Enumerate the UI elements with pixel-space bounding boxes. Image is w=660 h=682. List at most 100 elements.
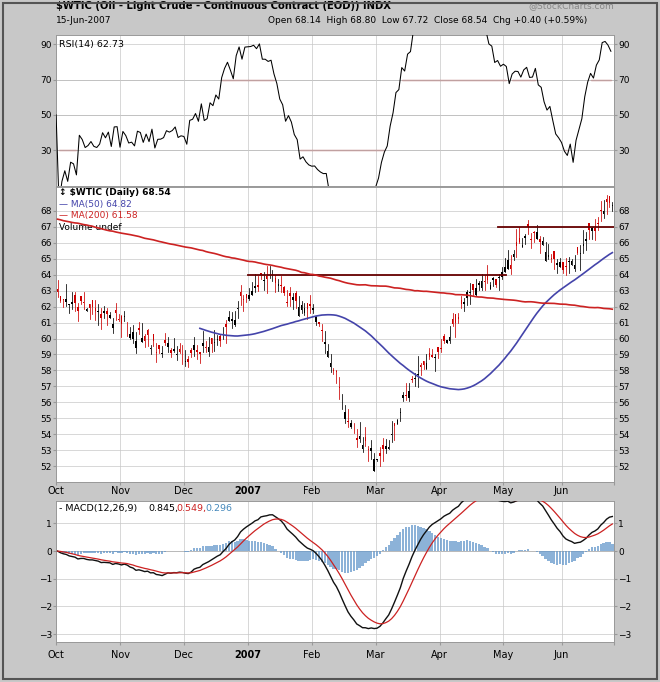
Bar — [599, 544, 602, 551]
Bar — [57, 289, 58, 292]
Bar — [219, 545, 221, 551]
Bar — [202, 343, 203, 346]
Bar — [179, 349, 180, 352]
Bar — [271, 546, 274, 551]
Bar — [457, 542, 459, 551]
Bar — [71, 551, 73, 554]
Bar — [86, 309, 87, 311]
Bar — [362, 551, 364, 566]
Bar — [246, 295, 247, 298]
Bar — [257, 284, 259, 287]
Bar — [103, 551, 105, 553]
Bar — [91, 551, 94, 553]
Bar — [156, 352, 157, 353]
Bar — [399, 532, 401, 551]
Bar — [518, 550, 521, 551]
Text: Mar: Mar — [366, 486, 385, 496]
Bar — [280, 285, 282, 286]
Bar — [329, 551, 332, 567]
Bar — [559, 551, 561, 565]
Bar — [367, 551, 370, 561]
Bar — [260, 273, 261, 275]
Bar — [414, 525, 416, 551]
Bar — [579, 551, 581, 557]
Bar — [597, 546, 599, 551]
Bar — [431, 533, 434, 551]
Bar — [121, 316, 122, 324]
Bar — [123, 551, 125, 552]
Bar — [548, 255, 549, 257]
Bar — [138, 328, 140, 329]
Bar — [213, 545, 216, 551]
Bar — [391, 434, 393, 436]
Bar — [370, 448, 372, 451]
Bar — [240, 539, 242, 551]
Bar — [440, 348, 442, 349]
Bar — [123, 316, 125, 317]
Bar — [512, 551, 515, 552]
Bar — [562, 262, 564, 271]
Bar — [481, 280, 482, 288]
Bar — [196, 548, 198, 551]
Bar — [228, 317, 230, 321]
Bar — [68, 551, 71, 554]
Bar — [496, 280, 497, 284]
Text: 2007: 2007 — [234, 486, 261, 496]
Text: Nov: Nov — [110, 486, 129, 496]
Bar — [498, 551, 500, 554]
Bar — [59, 296, 61, 301]
Bar — [164, 551, 166, 552]
Bar — [315, 317, 317, 322]
Bar — [591, 228, 593, 231]
Bar — [254, 542, 256, 551]
Bar — [187, 359, 189, 361]
Bar — [330, 363, 331, 368]
Bar — [405, 395, 407, 396]
Bar — [260, 542, 262, 551]
Text: 0.296: 0.296 — [205, 504, 232, 513]
Bar — [205, 346, 207, 348]
Bar — [504, 551, 506, 554]
Bar — [97, 551, 100, 553]
Bar — [486, 276, 488, 280]
Bar — [83, 302, 84, 303]
Bar — [455, 314, 456, 323]
Bar — [283, 551, 285, 555]
Bar — [309, 551, 312, 560]
Bar — [501, 271, 503, 277]
Bar — [114, 551, 117, 552]
Bar — [420, 527, 422, 551]
Bar — [225, 325, 227, 327]
Bar — [117, 551, 119, 552]
Bar — [472, 284, 474, 290]
Bar — [583, 244, 584, 246]
Bar — [454, 541, 457, 551]
Text: 0.845,: 0.845, — [148, 504, 178, 513]
Bar — [196, 350, 198, 352]
Bar — [527, 549, 529, 551]
Bar — [306, 551, 308, 561]
Bar — [428, 531, 430, 551]
Bar — [591, 548, 593, 551]
Bar — [426, 363, 427, 370]
Bar — [594, 547, 596, 551]
Bar — [603, 211, 605, 214]
Bar — [219, 336, 221, 340]
Bar — [536, 551, 538, 552]
Bar — [440, 538, 442, 551]
Bar — [556, 551, 558, 565]
Bar — [216, 545, 218, 551]
Bar — [461, 300, 462, 303]
Bar — [600, 209, 601, 211]
Bar — [411, 525, 413, 551]
Bar — [507, 261, 509, 269]
Bar — [379, 551, 381, 554]
Bar — [577, 247, 578, 253]
Bar — [298, 307, 300, 316]
Bar — [368, 449, 369, 451]
Text: ↕ $WTIC (Daily) 68.54: ↕ $WTIC (Daily) 68.54 — [59, 188, 171, 197]
Bar — [338, 551, 341, 570]
Bar — [550, 258, 552, 259]
Bar — [208, 346, 209, 352]
Bar — [414, 378, 416, 379]
